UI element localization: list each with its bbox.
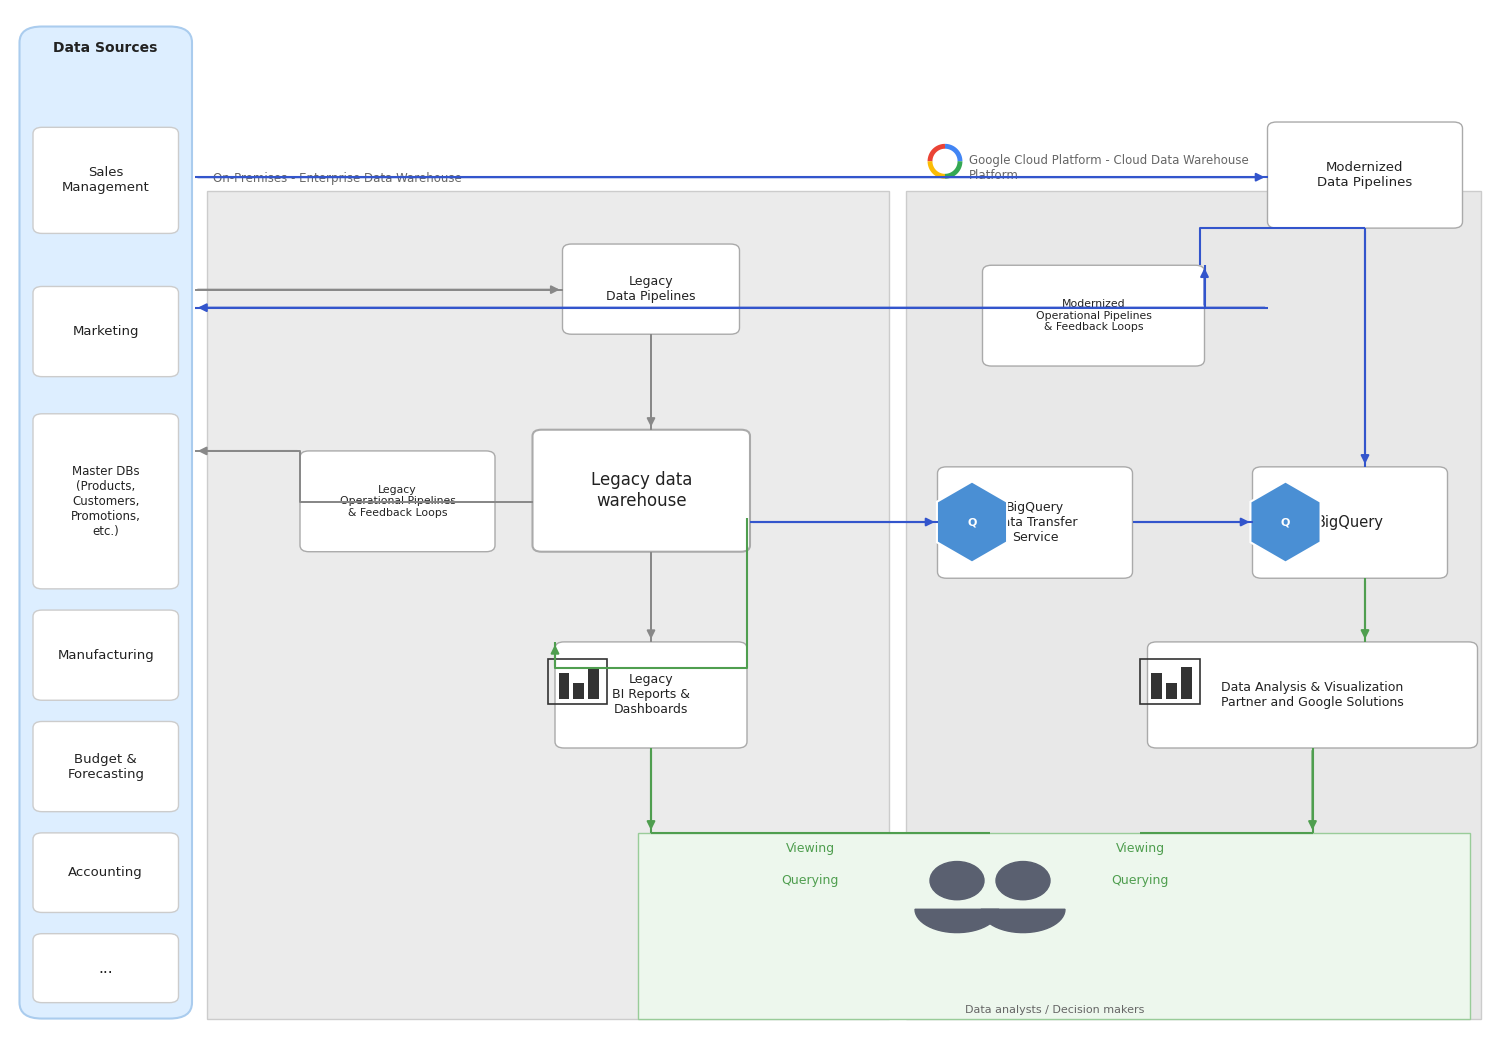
Text: Manufacturing: Manufacturing [57, 648, 154, 662]
Circle shape [996, 862, 1050, 900]
FancyBboxPatch shape [300, 451, 495, 552]
FancyBboxPatch shape [33, 721, 178, 812]
Bar [558, 673, 570, 699]
Text: Google Cloud Platform - Cloud Data Warehouse
Platform: Google Cloud Platform - Cloud Data Wareh… [969, 154, 1248, 181]
Text: Q: Q [1281, 517, 1290, 527]
Bar [1150, 673, 1162, 699]
Text: BigQuery: BigQuery [1316, 515, 1384, 530]
FancyBboxPatch shape [1268, 122, 1462, 228]
Bar [573, 683, 585, 699]
Text: BigQuery
Data Transfer
Service: BigQuery Data Transfer Service [993, 501, 1077, 544]
Polygon shape [938, 482, 1006, 562]
FancyBboxPatch shape [20, 27, 192, 1019]
FancyBboxPatch shape [532, 430, 750, 552]
Text: Querying: Querying [782, 874, 838, 887]
Text: Budget &
Forecasting: Budget & Forecasting [68, 752, 144, 781]
FancyBboxPatch shape [1252, 467, 1448, 578]
Polygon shape [1251, 482, 1320, 562]
Text: Legacy
Data Pipelines: Legacy Data Pipelines [606, 275, 696, 303]
Text: Accounting: Accounting [69, 866, 142, 880]
FancyBboxPatch shape [33, 127, 178, 233]
Text: Modernized
Operational Pipelines
& Feedback Loops: Modernized Operational Pipelines & Feedb… [1035, 299, 1152, 332]
FancyBboxPatch shape [1148, 642, 1478, 748]
Text: Viewing: Viewing [786, 842, 834, 855]
Bar [207, 191, 889, 1019]
FancyBboxPatch shape [562, 244, 740, 334]
Polygon shape [981, 909, 1065, 933]
FancyBboxPatch shape [555, 642, 747, 748]
Text: Data Analysis & Visualization
Partner and Google Solutions: Data Analysis & Visualization Partner an… [1221, 681, 1404, 709]
Text: Marketing: Marketing [72, 325, 140, 338]
Text: Data Sources: Data Sources [53, 40, 158, 55]
Text: Viewing: Viewing [1116, 842, 1164, 855]
Text: Q: Q [968, 517, 976, 527]
FancyBboxPatch shape [982, 265, 1204, 366]
FancyBboxPatch shape [33, 414, 178, 589]
Bar [638, 833, 1470, 1019]
Text: Legacy
BI Reports &
Dashboards: Legacy BI Reports & Dashboards [612, 674, 690, 716]
Text: On-Premises - Enterprise Data Warehouse: On-Premises - Enterprise Data Warehouse [213, 172, 462, 185]
FancyBboxPatch shape [33, 934, 178, 1003]
FancyBboxPatch shape [33, 610, 178, 700]
Text: Data analysts / Decision makers: Data analysts / Decision makers [964, 1005, 1144, 1015]
Text: Sales
Management: Sales Management [62, 167, 150, 194]
Bar [906, 191, 1480, 1019]
Text: Querying: Querying [1112, 874, 1168, 887]
Text: Modernized
Data Pipelines: Modernized Data Pipelines [1317, 161, 1413, 189]
Bar [1180, 666, 1191, 699]
FancyBboxPatch shape [33, 286, 178, 377]
Bar [588, 666, 598, 699]
Text: Legacy
Operational Pipelines
& Feedback Loops: Legacy Operational Pipelines & Feedback … [339, 485, 456, 518]
FancyBboxPatch shape [938, 467, 1132, 578]
Bar [1166, 683, 1176, 699]
Polygon shape [915, 909, 999, 933]
Text: Legacy data
warehouse: Legacy data warehouse [591, 471, 692, 510]
Text: Master DBs
(Products,
Customers,
Promotions,
etc.): Master DBs (Products, Customers, Promoti… [70, 465, 141, 538]
Circle shape [930, 862, 984, 900]
Text: ...: ... [99, 960, 112, 976]
FancyBboxPatch shape [33, 833, 178, 912]
